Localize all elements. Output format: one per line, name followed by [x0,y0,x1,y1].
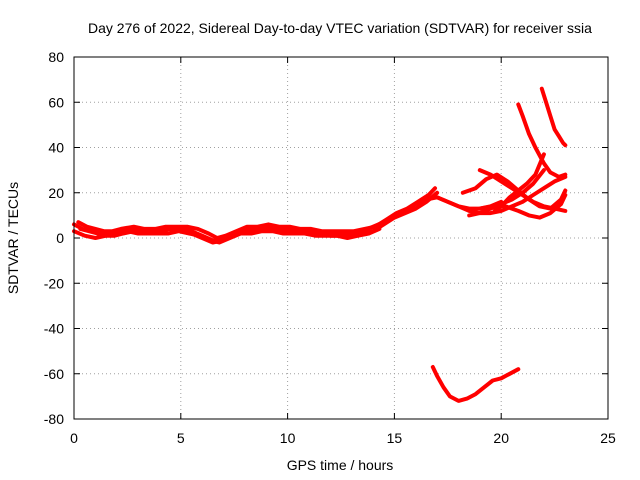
series-line-evening-arc-1 [435,174,568,216]
series-line-evening-arc-5 [492,152,546,213]
x-tick-label: 10 [280,430,296,446]
y-tick-label: 40 [48,140,64,156]
plot-frame [73,56,609,420]
x-axis-label: GPS time / hours [287,457,394,473]
y-tick-label: 20 [48,185,64,201]
y-axis-label: SDTVAR / TECUs [5,182,21,294]
y-tick-label: 0 [56,230,64,246]
series-line-negative-arc [430,365,521,403]
series-line-late-rise [467,168,546,218]
series-layer [72,86,568,403]
series-line-steep-arc-a [516,102,568,179]
grid-layer [74,57,608,419]
x-tick-label: 0 [70,430,78,446]
axis-layer: 0 5 10 15 20 25 -80 -60 -40 -20 0 20 40 60 80 [44,49,616,446]
x-tick-label: 25 [600,430,616,446]
x-tick-label: 20 [493,430,509,446]
chart-title: Day 276 of 2022, Sidereal Day-to-day VTE… [88,20,592,36]
x-tick-label: 5 [177,430,185,446]
y-tick-label: 80 [48,49,64,65]
y-tick-label: -20 [44,275,64,291]
y-tick-label: -80 [44,411,64,427]
y-tick-label: -40 [44,321,64,337]
series-line-main-band-d [78,226,382,245]
y-tick-label: 60 [48,94,64,110]
series-line-main-band-c [76,186,437,240]
x-tick-label: 15 [387,430,403,446]
y-tick-label: -60 [44,366,64,382]
series-line-steep-arc-b [539,86,568,148]
